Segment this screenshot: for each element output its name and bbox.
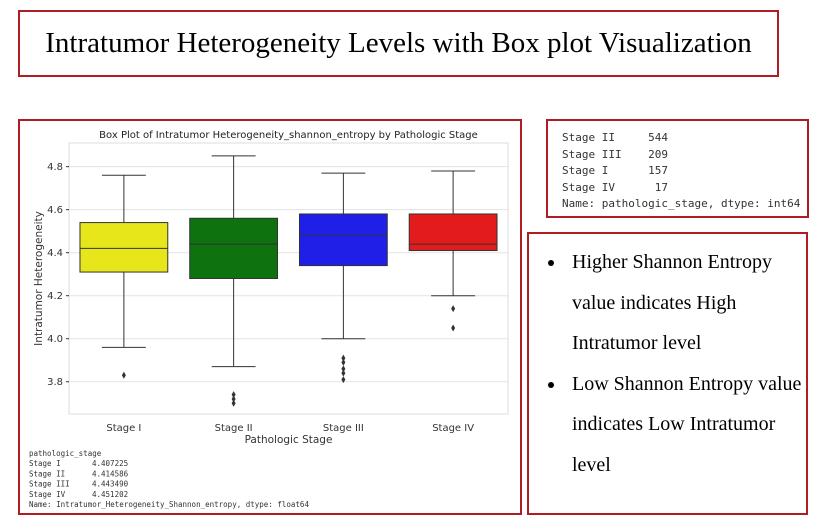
- output-value: 17: [654, 180, 668, 194]
- output-footer: Name: pathologic_stage, dtype: int64: [562, 197, 801, 210]
- plot-area: [68, 142, 509, 415]
- output-value: 4.407225: [92, 459, 128, 468]
- output-label: Stage I: [562, 164, 609, 177]
- output-row: Stage I 157: [562, 164, 807, 181]
- output-footer: Name: Intratumor_Heterogeneity_Shannon_e…: [29, 500, 309, 509]
- bullet-list: Higher Shannon Entropy value indicates H…: [529, 242, 806, 485]
- count-output: Stage II 544 Stage III 209 Stage I 157 Stage I…: [546, 119, 809, 218]
- chart-panel: Box Plot of Intratumor Heterogeneity_sha…: [18, 119, 522, 515]
- notes: Higher Shannon Entropy value indicates H…: [527, 232, 808, 515]
- bullet: Higher Shannon Entropy value indicates H…: [566, 242, 806, 364]
- output-label: Stage III: [562, 147, 622, 161]
- x-axis-label: Pathologic Stage: [245, 434, 333, 446]
- x-tick-label: Stage IV: [432, 423, 474, 434]
- bullet: Low Shannon Entropy value indicates Low …: [566, 364, 806, 486]
- x-tick-label: Stage II: [215, 423, 253, 434]
- outlier: [341, 369, 346, 377]
- chart-title: Box Plot of Intratumor Heterogeneity_sha…: [99, 130, 478, 141]
- slide-title: Intratumor Heterogeneity Levels with Box…: [18, 10, 779, 77]
- y-tick-label: 4.0: [47, 334, 63, 345]
- output-label: Stage II: [29, 469, 65, 478]
- output-value: 4.443490: [92, 480, 129, 489]
- box: [298, 213, 388, 267]
- output-value: 4.451202: [92, 490, 128, 499]
- output-label: Stage IV: [29, 490, 66, 499]
- x-tick-label: Stage I: [106, 423, 141, 434]
- outlier: [451, 305, 456, 313]
- y-tick-label: 4.6: [47, 205, 63, 216]
- outlier: [231, 395, 236, 403]
- output-label: Stage I: [29, 459, 61, 468]
- output-value: 157: [648, 164, 668, 177]
- box: [79, 222, 169, 273]
- chart: Box Plot of Intratumor Heterogeneity_sha…: [29, 130, 509, 509]
- outlier: [341, 358, 346, 366]
- output-row: Stage IV 17: [562, 181, 807, 198]
- output-label: Stage IV: [562, 180, 615, 194]
- outlier: [231, 391, 236, 399]
- x-tick-label: Stage III: [323, 423, 364, 434]
- y-tick-label: 4.2: [47, 291, 63, 302]
- outlier: [341, 365, 346, 373]
- y-axis-label: Intratumor Heterogeneity: [33, 211, 45, 346]
- output-value: 4.414586: [92, 469, 129, 478]
- output-header: pathologic_stage: [29, 449, 102, 458]
- output-label: Stage III: [29, 480, 70, 489]
- output-value: 209: [648, 147, 668, 161]
- box: [408, 213, 498, 252]
- output-label: Stage II: [562, 131, 615, 144]
- y-tick-label: 4.8: [47, 162, 63, 173]
- y-tick-label: 3.8: [47, 377, 63, 388]
- outlier: [451, 324, 456, 332]
- box: [189, 217, 279, 279]
- outlier: [121, 371, 126, 379]
- output-row: Stage II 544: [562, 131, 807, 148]
- outlier: [341, 354, 346, 362]
- output-value: 544: [648, 131, 668, 144]
- output-row: Stage III 209: [562, 148, 807, 165]
- y-tick-label: 4.4: [47, 248, 63, 259]
- outlier: [231, 399, 236, 407]
- outlier: [341, 376, 346, 384]
